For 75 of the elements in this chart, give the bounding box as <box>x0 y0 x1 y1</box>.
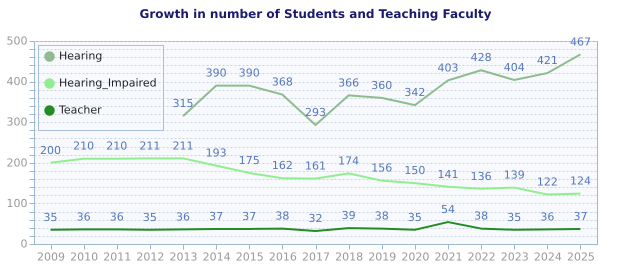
data-label: 37 <box>209 210 224 223</box>
data-label: 122 <box>536 175 558 188</box>
data-label: 428 <box>470 51 492 64</box>
data-label: 35 <box>142 210 157 224</box>
y-tick-label: 0 <box>20 238 28 250</box>
x-tick-label: 2021 <box>434 250 462 264</box>
data-label: 210 <box>73 140 94 153</box>
data-label: 366 <box>338 76 360 90</box>
y-tick-label: 300 <box>6 116 28 129</box>
data-label: 200 <box>40 144 62 157</box>
data-label: 38 <box>275 210 290 223</box>
data-label: 315 <box>172 97 194 110</box>
y-tick-label: 200 <box>6 156 28 170</box>
x-tick-label: 2009 <box>37 250 66 264</box>
x-tick-label: 2013 <box>170 250 198 264</box>
data-label: 38 <box>374 210 389 223</box>
data-label: 211 <box>172 139 194 152</box>
x-tick-label: 2020 <box>401 250 430 264</box>
data-label: 36 <box>110 210 124 224</box>
x-tick-label: 2022 <box>468 250 496 264</box>
x-tick-label: 2019 <box>368 250 396 264</box>
x-tick-label: 2023 <box>500 250 529 264</box>
x-tick-label: 2025 <box>566 250 595 264</box>
x-tick-label: 2015 <box>236 250 264 264</box>
data-label: 124 <box>570 174 591 188</box>
chart-title: Growth in number of Students and Teaching Faculty <box>140 7 492 21</box>
data-label: 37 <box>573 210 588 223</box>
x-tick-label: 2024 <box>534 250 562 264</box>
data-label: 390 <box>206 66 227 80</box>
data-label: 467 <box>570 35 591 48</box>
data-label: 38 <box>474 210 488 223</box>
y-tick-label: 100 <box>6 196 28 210</box>
data-label: 32 <box>308 212 322 226</box>
x-tick-label: 2012 <box>136 250 164 264</box>
x-tick-label: 2014 <box>202 250 231 264</box>
data-label: 174 <box>338 154 360 168</box>
data-label: 360 <box>371 78 392 92</box>
legend-label: Hearing <box>59 50 102 62</box>
data-label: 54 <box>440 203 455 216</box>
data-label: 421 <box>536 54 558 68</box>
data-label: 293 <box>305 106 326 120</box>
data-label: 403 <box>437 61 458 74</box>
data-label: 37 <box>242 210 256 223</box>
legend-label: Teacher <box>58 104 102 116</box>
data-label: 342 <box>404 86 426 100</box>
x-tick-label: 2010 <box>70 250 98 264</box>
data-label: 156 <box>371 162 392 175</box>
data-label: 404 <box>504 60 525 74</box>
legend-label: Hearing_Impaired <box>59 76 157 90</box>
data-label: 150 <box>404 164 426 178</box>
data-label: 175 <box>238 154 260 167</box>
data-label: 141 <box>437 168 458 181</box>
data-label: 35 <box>507 210 522 224</box>
data-label: 211 <box>139 139 160 152</box>
data-label: 161 <box>305 160 326 173</box>
x-tick-label: 2017 <box>302 250 330 264</box>
line-series <box>50 221 582 232</box>
y-tick-label: 500 <box>6 34 28 48</box>
data-label: 39 <box>342 209 356 222</box>
data-label: 36 <box>540 210 554 224</box>
y-tick-label: 400 <box>6 75 28 88</box>
x-tick-label: 2011 <box>103 250 132 264</box>
data-label: 368 <box>272 76 293 89</box>
data-label: 36 <box>76 210 91 224</box>
x-tick-label: 2016 <box>268 250 297 264</box>
data-label: 35 <box>44 210 58 224</box>
data-label: 390 <box>238 66 260 80</box>
data-label: 162 <box>272 159 293 172</box>
data-label: 35 <box>408 210 422 224</box>
data-label: 139 <box>504 168 525 182</box>
x-tick-label: 2018 <box>335 250 364 264</box>
data-label: 210 <box>106 140 128 153</box>
data-label: 136 <box>470 170 492 183</box>
data-label: 36 <box>176 210 190 224</box>
data-label: 193 <box>206 146 227 160</box>
